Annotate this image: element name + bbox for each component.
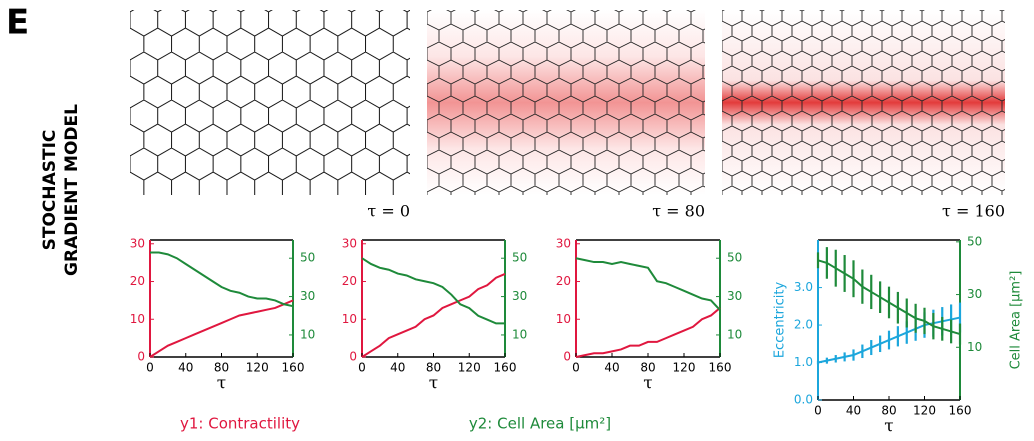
- y-tick-label: 0.0: [794, 393, 813, 407]
- y-tick-label: 30: [556, 236, 571, 250]
- legend-entry: y1: Contractility: [180, 415, 300, 433]
- panel-label: E: [6, 3, 29, 43]
- snapshot-label: τ = 0: [367, 202, 410, 221]
- x-axis-label: τ: [884, 417, 893, 437]
- x-tick-label: 0: [358, 361, 366, 375]
- figure: E STOCHASTIC GRADIENT MODEL τ = 0 τ = 80…: [0, 0, 1034, 437]
- y-tick-label: 0: [349, 350, 357, 364]
- side-title: STOCHASTIC: [40, 130, 60, 251]
- side-title: GRADIENT MODEL: [62, 104, 82, 276]
- y-tick-label: 10: [342, 312, 357, 326]
- x-tick-label: 40: [178, 361, 193, 375]
- y-tick-label: 20: [342, 274, 357, 288]
- series-line: [576, 258, 720, 310]
- series-line: [818, 318, 960, 363]
- y-tick-label: 0: [137, 350, 145, 364]
- y-tick-label: 20: [130, 274, 145, 288]
- x-tick-label: 0: [572, 361, 580, 375]
- x-axis-label: τ: [643, 374, 652, 394]
- x-tick-label: 80: [881, 404, 896, 418]
- y2-tick-label: 30: [300, 289, 315, 303]
- y2-tick-label: 50: [967, 234, 982, 248]
- x-tick-label: 120: [458, 361, 481, 375]
- x-tick-label: 40: [604, 361, 619, 375]
- tissue-cells: [722, 10, 1005, 195]
- x-tick-label: 160: [494, 361, 517, 375]
- y2-tick-label: 10: [300, 327, 315, 341]
- y2-tick-label: 10: [727, 327, 742, 341]
- x-tick-label: 0: [814, 404, 822, 418]
- snapshot-label: τ = 80: [652, 202, 705, 221]
- page: {"panel_label": "E", "side_title": ["STO…: [0, 0, 1034, 441]
- y2-axis-label: Cell Area [μm²]: [1009, 271, 1024, 370]
- x-axis-label: τ: [217, 374, 226, 394]
- y-tick-label: 30: [130, 236, 145, 250]
- y2-tick-label: 50: [512, 251, 527, 265]
- tissue-image: [130, 10, 410, 195]
- x-tick-label: 160: [709, 361, 732, 375]
- series-line: [362, 258, 505, 323]
- y2-tick-label: 10: [967, 340, 982, 354]
- y-tick-label: 20: [556, 274, 571, 288]
- y2-tick-label: 10: [512, 327, 527, 341]
- y2-tick-label: 50: [300, 251, 315, 265]
- series-line: [150, 252, 293, 306]
- x-tick-label: 120: [246, 361, 269, 375]
- y-tick-label: 10: [556, 312, 571, 326]
- x-tick-label: 40: [390, 361, 405, 375]
- y-tick-label: 2.0: [794, 318, 813, 332]
- x-tick-label: 80: [640, 361, 655, 375]
- y2-tick-label: 30: [727, 289, 742, 303]
- y2-tick-label: 30: [512, 289, 527, 303]
- x-tick-label: 120: [673, 361, 696, 375]
- x-axis-label: τ: [429, 374, 438, 394]
- series-line: [150, 300, 293, 357]
- y-tick-label: 0: [563, 350, 571, 364]
- y-tick-label: 10: [130, 312, 145, 326]
- y-tick-label: 3.0: [794, 280, 813, 294]
- x-tick-label: 80: [214, 361, 229, 375]
- x-tick-label: 80: [426, 361, 441, 375]
- legend-entry: y2: Cell Area [μm²]: [469, 415, 611, 433]
- y2-tick-label: 30: [967, 287, 982, 301]
- x-tick-label: 120: [913, 404, 936, 418]
- tissue-cells: [427, 10, 705, 195]
- x-tick-label: 0: [146, 361, 154, 375]
- x-tick-label: 160: [949, 404, 972, 418]
- snapshot-label: τ = 160: [942, 202, 1005, 221]
- x-tick-label: 40: [846, 404, 861, 418]
- y2-tick-label: 50: [727, 251, 742, 265]
- x-tick-label: 160: [282, 361, 305, 375]
- y-tick-label: 30: [342, 236, 357, 250]
- series-line: [576, 308, 720, 357]
- y-axis-label: Eccentricity: [773, 282, 788, 359]
- series-line: [362, 274, 505, 357]
- y-tick-label: 1.0: [794, 355, 813, 369]
